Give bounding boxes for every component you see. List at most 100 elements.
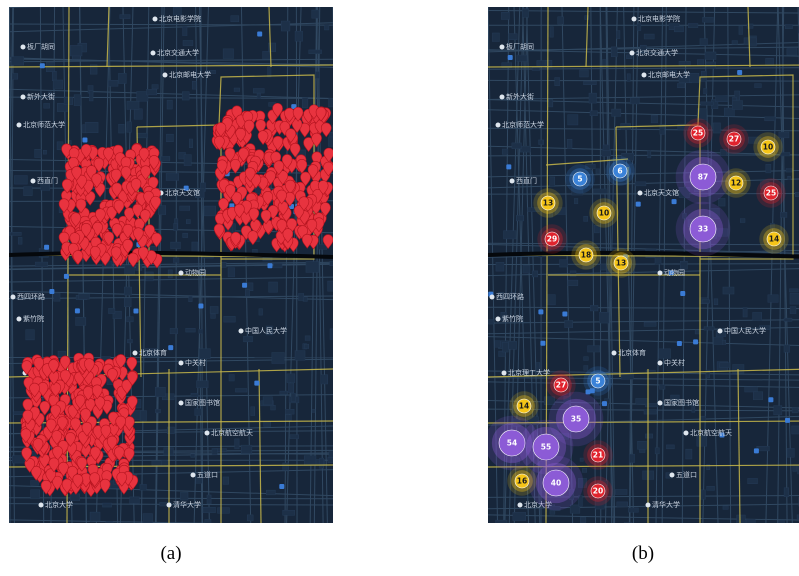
map-label: 国家图书馆 — [185, 398, 220, 407]
map-label: 紫竹院 — [23, 314, 44, 323]
poi-icon — [204, 430, 210, 436]
poi-icon — [669, 472, 675, 478]
location-pin-icon — [20, 428, 32, 444]
poi-icon — [162, 72, 168, 78]
location-pin-icon — [301, 233, 313, 249]
poi-icon — [645, 502, 651, 508]
poi-icon — [499, 94, 505, 100]
cluster-marker[interactable]: 10 — [589, 198, 619, 228]
location-pin-icon — [58, 198, 70, 214]
map-label: 板厂胡同 — [506, 42, 534, 51]
cluster-marker[interactable]: 20 — [583, 476, 613, 506]
cluster-marker[interactable]: 12 — [721, 168, 751, 198]
base-map: 北京电影学院板厂胡同北京交通大学北京邮电大学新外大街北京师范大学西直门北京天文馆… — [488, 7, 799, 523]
location-pin-icon — [247, 230, 259, 246]
location-pin-icon — [139, 209, 151, 225]
location-pin-icon — [122, 239, 134, 254]
cluster-marker[interactable]: 10 — [753, 132, 783, 162]
cluster-count: 29 — [547, 235, 557, 244]
poi-icon — [499, 44, 505, 50]
location-pin-icon — [130, 178, 142, 193]
map-label: 北京大学 — [45, 500, 73, 509]
cluster-marker[interactable]: 14 — [759, 224, 789, 254]
location-pin-icon — [216, 159, 228, 175]
location-pin-icon — [285, 128, 297, 144]
location-pin-icon — [82, 386, 94, 401]
location-pin-icon — [89, 246, 101, 261]
location-pin-icon — [70, 212, 82, 228]
location-pin-icon — [81, 421, 93, 437]
poi-icon — [683, 430, 689, 436]
cluster-marker[interactable]: 55 — [518, 419, 574, 475]
map-panel-b[interactable]: 北京电影学院 板厂胡同 北京交通大学 北京邮电大学 新外大街 北京师范大学 西直门 北京天文馆… — [488, 7, 799, 523]
location-pin-icon — [320, 202, 331, 217]
poi-icon — [20, 44, 26, 50]
cluster-marker[interactable]: 5 — [583, 366, 613, 396]
cluster-count: 21 — [593, 451, 603, 460]
map-panel-a[interactable]: 北京电影学院 板厂胡同 北京交通大学 北京邮电大学 新外大街 北京师范大学 西直门 北京天文馆… — [9, 7, 333, 523]
location-pin-icon — [300, 171, 311, 187]
metro-station-icon — [49, 289, 55, 295]
location-pin-icon — [277, 170, 289, 186]
poi-icon — [132, 350, 138, 356]
location-pin-icon — [238, 147, 249, 163]
cluster-marker[interactable]: 27 — [719, 124, 749, 154]
map-label: 板厂胡同 — [27, 42, 55, 51]
poi-icon — [509, 178, 515, 184]
location-pin-icon — [59, 355, 71, 371]
poi-icon — [717, 328, 723, 334]
map-label: 西四环路 — [496, 292, 524, 301]
cluster-marker[interactable]: 18 — [571, 240, 601, 270]
cluster-marker[interactable]: 21 — [583, 440, 613, 470]
cluster-marker[interactable]: 27 — [546, 370, 576, 400]
location-pin-icon — [33, 357, 45, 372]
cluster-marker[interactable]: 16 — [507, 466, 537, 496]
location-pin-icon — [124, 207, 135, 223]
cluster-count: 27 — [729, 135, 739, 144]
cluster-marker[interactable]: 35 — [548, 391, 604, 447]
poi-icon — [631, 16, 637, 22]
map-label: 国家图书馆 — [664, 398, 699, 407]
cluster-count: 10 — [763, 143, 773, 152]
cluster-count: 13 — [543, 199, 553, 208]
map-label: 动物园 — [185, 268, 206, 277]
cluster-marker[interactable]: 14 — [509, 391, 539, 421]
cluster-marker[interactable]: 29 — [537, 224, 567, 254]
location-pin-icon — [80, 408, 91, 424]
cluster-marker[interactable]: 33 — [675, 201, 731, 257]
cluster-marker[interactable]: 25 — [756, 178, 786, 208]
poi-icon — [150, 50, 156, 56]
metro-station-icon — [585, 389, 591, 395]
location-pin-icon — [121, 379, 133, 395]
map-label: 五道口 — [676, 470, 697, 479]
metro-station-icon — [254, 380, 260, 386]
cluster-marker[interactable]: 25 — [683, 118, 713, 148]
location-pin-icon — [91, 173, 103, 189]
location-pin-icon — [214, 135, 225, 151]
location-pin-icon — [262, 191, 274, 206]
location-pin-icon — [230, 231, 242, 247]
location-pin-icon — [323, 147, 333, 163]
location-pin-icon — [120, 166, 132, 181]
cluster-marker[interactable]: 54 — [488, 415, 540, 471]
cluster-marker[interactable]: 6 — [605, 156, 635, 186]
cluster-marker[interactable]: 13 — [606, 248, 636, 278]
location-pin-icon — [311, 132, 322, 148]
location-pin-icon — [70, 417, 81, 433]
location-pin-icon — [39, 400, 51, 416]
cluster-count: 13 — [616, 259, 626, 268]
location-pin-icon — [91, 384, 103, 400]
location-pin-icon — [248, 207, 260, 223]
map-label: 北京大学 — [524, 500, 552, 509]
poi-icon — [166, 502, 172, 508]
cluster-marker[interactable]: 87 — [675, 149, 731, 205]
map-label: 中关村 — [185, 358, 206, 367]
location-pin-icon — [111, 182, 123, 198]
cluster-marker[interactable]: 40 — [528, 455, 584, 511]
location-pin-icon — [127, 371, 138, 386]
location-pin-icon — [48, 457, 60, 473]
map-label: 北京交通大学 — [636, 48, 678, 57]
cluster-marker[interactable]: 5 — [565, 164, 595, 194]
cluster-marker[interactable]: 13 — [533, 188, 563, 218]
metro-station-icon — [538, 309, 544, 315]
